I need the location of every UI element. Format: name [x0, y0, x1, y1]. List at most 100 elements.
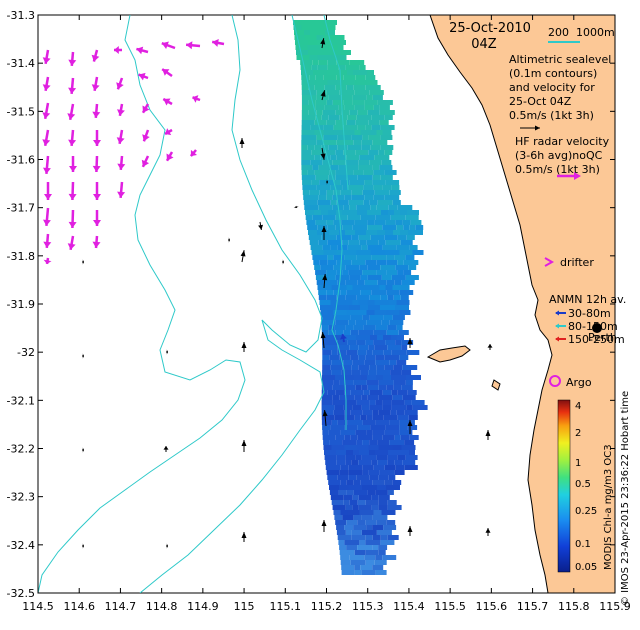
chl-pixel [353, 480, 361, 485]
x-tick-label: 114.5 [22, 600, 54, 613]
chl-pixel [399, 425, 408, 430]
chl-pixel [334, 325, 346, 330]
chl-pixel [336, 530, 346, 535]
chl-pixel [362, 470, 369, 475]
chl-pixel [402, 460, 416, 465]
chl-pixel [315, 220, 327, 225]
chl-pixel [351, 370, 361, 375]
y-tick-label: -31.4 [7, 57, 35, 70]
chl-pixel [341, 370, 352, 375]
chl-pixel [375, 555, 383, 560]
chl-pixel [332, 395, 340, 400]
chl-pixel [403, 260, 419, 265]
chl-pixel [399, 355, 409, 360]
chl-pixel [380, 295, 388, 300]
chl-pixel [321, 320, 336, 325]
y-tick-label: -31.5 [7, 105, 35, 118]
chl-pixel [363, 80, 378, 85]
chl-pixel [380, 265, 396, 270]
chl-pixel [372, 515, 388, 520]
chl-pixel [323, 25, 336, 30]
chl-pixel [383, 525, 397, 530]
chl-pixel [362, 270, 377, 275]
chl-pixel [301, 150, 312, 155]
chl-pixel [383, 350, 392, 355]
chl-pixel [322, 365, 331, 370]
chl-pixel [301, 85, 309, 90]
x-tick-label: 115.3 [352, 600, 384, 613]
chl-pixel [404, 400, 412, 405]
chl-pixel [386, 260, 398, 265]
chl-pixel [320, 305, 333, 310]
hf-arrow [68, 209, 77, 229]
chl-pixel [343, 150, 356, 155]
chl-pixel [333, 255, 345, 260]
chl-pixel [302, 185, 317, 190]
chl-pixel [407, 390, 417, 395]
alt-arrow [407, 526, 413, 536]
chl-pixel [389, 190, 401, 195]
chl-pixel [386, 485, 400, 490]
chl-pixel [352, 495, 359, 500]
chl-pixel [360, 275, 368, 280]
chl-pixel [314, 265, 321, 270]
chl-pixel [335, 520, 347, 525]
alt-arrow [320, 38, 326, 49]
chl-pixel [322, 345, 338, 350]
hf-arrow [192, 95, 201, 103]
chl-pixel [372, 165, 380, 170]
chl-pixel [368, 470, 380, 475]
chl-pixel [385, 340, 396, 345]
hf-arrow [43, 233, 52, 249]
alt-legend-line2: (0.1m contours) [509, 67, 597, 80]
chl-pixel [369, 295, 381, 300]
chl-pixel [324, 455, 337, 460]
chl-pixel [397, 455, 406, 460]
chl-pixel [314, 170, 330, 175]
chl-pixel [314, 120, 327, 125]
chl-pixel [378, 500, 388, 505]
chl-pixel [362, 410, 373, 415]
chl-pixel [380, 535, 388, 540]
chl-pixel [379, 110, 395, 115]
chl-pixel [343, 405, 353, 410]
chl-pixel [387, 345, 402, 350]
chl-pixel [388, 210, 394, 215]
chl-pixel [378, 550, 386, 555]
chl-pixel [349, 555, 365, 560]
chl-pixel [382, 405, 392, 410]
chl-pixel [370, 425, 386, 430]
chl-pixel [330, 185, 343, 190]
chl-pixel [396, 225, 404, 230]
chl-pixel [398, 330, 409, 335]
chl-pixel [388, 450, 396, 455]
chl-pixel [340, 290, 347, 295]
chl-pixel [404, 465, 418, 470]
chl-pixel [352, 100, 365, 105]
chl-pixel [400, 435, 410, 440]
chl-pixel [366, 320, 382, 325]
chl-pixel [315, 275, 324, 280]
chl-pixel [351, 195, 365, 200]
chl-pixel [409, 225, 416, 230]
chl-pixel [410, 220, 422, 225]
chl-pixel [314, 85, 325, 90]
chl-pixel [361, 455, 377, 460]
chl-pixel [346, 85, 354, 90]
chl-pixel [344, 255, 357, 260]
chl-pixel [335, 110, 342, 115]
chl-pixel [348, 320, 356, 325]
chl-pixel [346, 170, 354, 175]
chl-pixel [397, 205, 413, 210]
chl-pixel [338, 285, 347, 290]
chl-pixel [367, 210, 381, 215]
chl-pixel [312, 255, 328, 260]
chl-pixel [401, 445, 416, 450]
chl-pixel [392, 285, 401, 290]
chl-pixel [406, 350, 420, 355]
isobath-1000m [139, 15, 325, 593]
chl-pixel [338, 540, 345, 545]
chl-pixel [333, 290, 341, 295]
chl-pixel [349, 180, 365, 185]
chl-pixel [355, 320, 367, 325]
